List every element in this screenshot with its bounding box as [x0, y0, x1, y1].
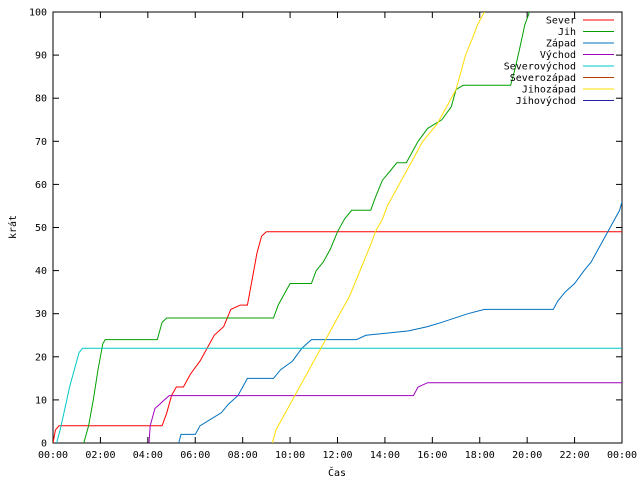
series-line-6	[271, 12, 485, 443]
series-line-1	[83, 12, 530, 443]
y-tick-label: 100	[29, 8, 47, 19]
x-tick-label: 16:00	[417, 450, 447, 461]
y-tick-label: 50	[35, 223, 47, 234]
legend-label: Severovýchod	[504, 61, 576, 73]
series-line-3	[148, 382, 622, 443]
legend-label: Jih	[558, 27, 576, 38]
legend: SeverJihZápadVýchodSeverovýchodSeverozáp…	[504, 16, 614, 107]
series-line-0	[53, 231, 622, 443]
x-tick-label: 20:00	[512, 450, 542, 461]
y-tick-label: 80	[35, 94, 47, 105]
axis-ticks: 0 10 20 30 40 50 60 70 80 90 100 00:00 02:00 04:00 06:…	[29, 8, 637, 462]
x-tick-label: 22:00	[560, 450, 590, 461]
x-tick-label: 12:00	[322, 450, 352, 461]
x-tick-label: 18:00	[465, 450, 495, 461]
y-tick-label: 70	[35, 137, 47, 148]
x-tick-label: 02:00	[85, 450, 115, 461]
x-tick-label: 00:00	[38, 450, 68, 461]
legend-label: Jihozápad	[522, 84, 576, 96]
legend-label: Západ	[546, 38, 576, 50]
series-line-4	[56, 347, 622, 443]
y-tick-label: 10	[35, 395, 47, 406]
y-tick-label: 30	[35, 309, 47, 320]
x-axis-label: Čas	[328, 466, 346, 479]
legend-label: Severozápad	[510, 72, 576, 84]
y-tick-label: 60	[35, 180, 47, 191]
y-tick-label: 20	[35, 352, 47, 363]
series-lines	[53, 12, 622, 443]
x-tick-label: 00:00	[607, 450, 637, 461]
y-tick-label: 40	[35, 266, 47, 277]
legend-label: Východ	[540, 49, 576, 61]
y-tick-label: 0	[41, 439, 47, 450]
series-line-2	[178, 201, 622, 443]
legend-label: Sever	[546, 16, 576, 27]
x-tick-label: 04:00	[133, 450, 163, 461]
y-axis-label: krát	[7, 215, 19, 239]
y-tick-label: 90	[35, 51, 47, 62]
x-tick-label: 08:00	[228, 450, 258, 461]
x-tick-label: 14:00	[370, 450, 400, 461]
legend-label: Jihovýchod	[516, 95, 576, 107]
x-tick-label: 10:00	[275, 450, 305, 461]
x-tick-label: 06:00	[180, 450, 210, 461]
